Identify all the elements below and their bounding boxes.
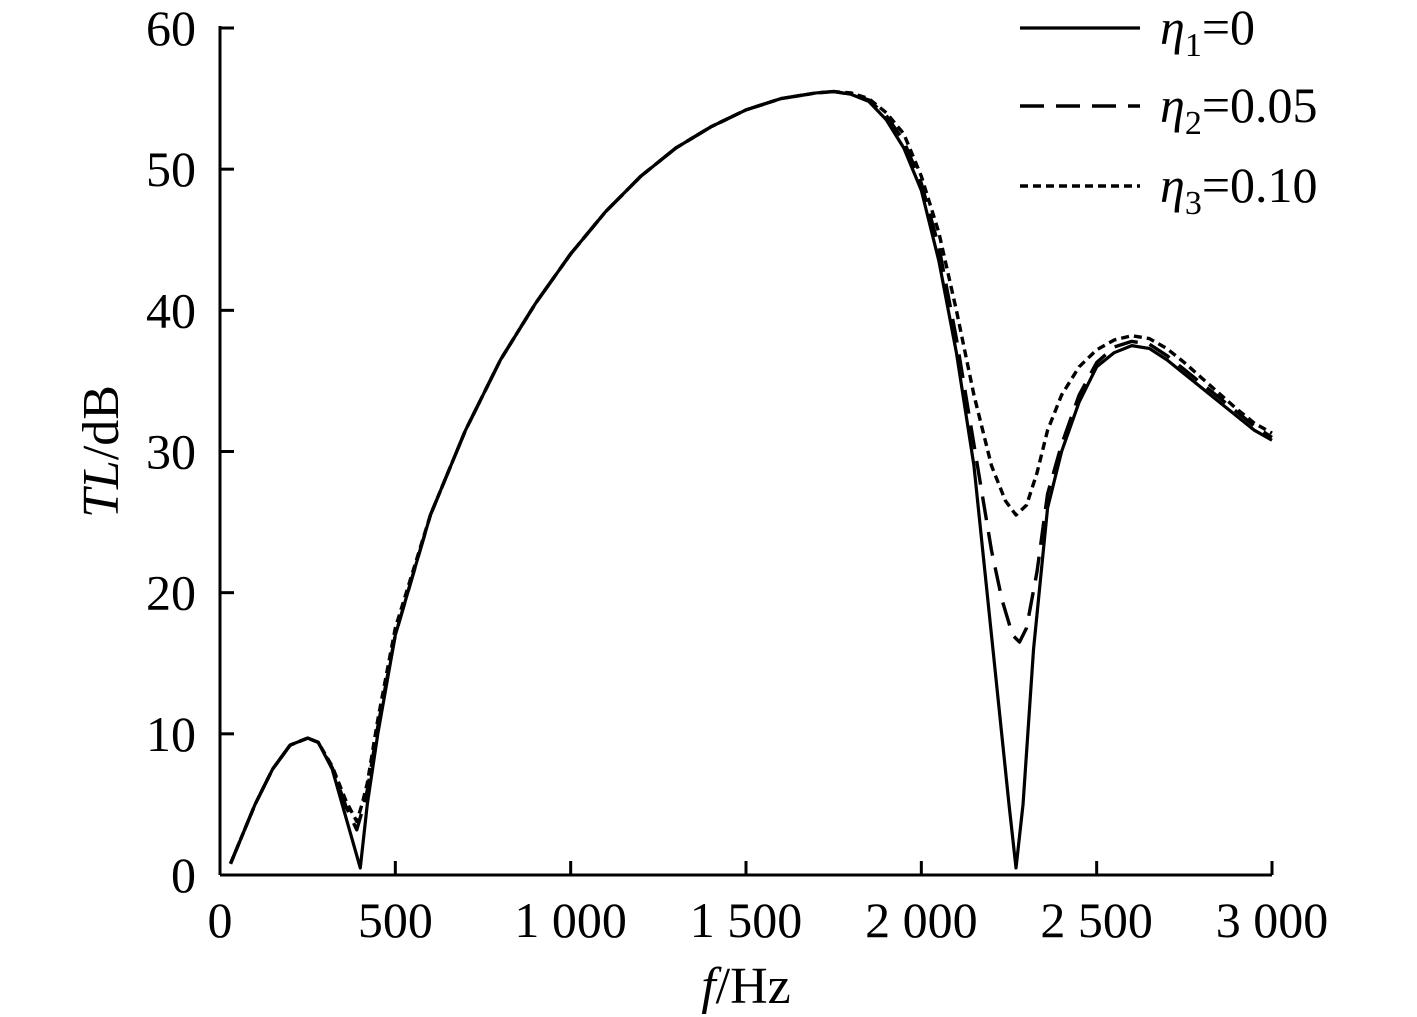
axes: 0 500 1 000 1 500 2 000 2 500 3 000 0 10 20 30 40 5… [146, 0, 1328, 948]
x-tick-label: 500 [358, 892, 433, 948]
x-tick-label: 2 000 [865, 892, 978, 948]
y-tick-label: 30 [146, 424, 196, 480]
legend-symbol: η [1160, 77, 1185, 133]
y-tick-label: 20 [146, 565, 196, 621]
legend-label-3: η3=0.10 [1160, 157, 1318, 222]
plot-area [228, 89, 1273, 870]
legend-value: =0 [1202, 0, 1255, 55]
x-tick-label: 3 000 [1216, 892, 1329, 948]
legend-subscript: 1 [1185, 27, 1202, 64]
x-axis-title: f/Hz [701, 958, 791, 1015]
x-axis-title-unit: /Hz [716, 958, 791, 1015]
legend-subscript: 2 [1185, 105, 1202, 142]
x-tick-label: 2 500 [1040, 892, 1153, 948]
legend-symbol: η [1160, 0, 1185, 55]
x-tick-label: 0 [208, 892, 233, 948]
y-tick-label: 0 [171, 847, 196, 903]
legend-value: =0.05 [1202, 77, 1318, 133]
legend-value: =0.10 [1202, 157, 1318, 213]
legend-label-2: η2=0.05 [1160, 77, 1318, 142]
y-tick-label: 50 [146, 141, 196, 197]
y-tick-label: 10 [146, 706, 196, 762]
legend-label-1: η1=0 [1160, 0, 1255, 64]
series-line-1 [229, 89, 1273, 870]
y-tick-label: 40 [146, 282, 196, 338]
y-axis-title: TL/dB [73, 385, 130, 518]
x-tick-label: 1 500 [690, 892, 803, 948]
x-ticks: 0 500 1 000 1 500 2 000 2 500 3 000 [208, 861, 1329, 948]
y-axis-title-unit: /dB [73, 385, 130, 460]
legend-subscript: 3 [1185, 185, 1202, 222]
x-tick-label: 1 000 [514, 892, 627, 948]
legend-symbol: η [1160, 157, 1185, 213]
y-tick-label: 60 [146, 0, 196, 56]
y-axis-title-italic: TL [73, 460, 130, 518]
series-line-3 [228, 89, 1273, 865]
series-line-2 [228, 89, 1273, 865]
y-ticks: 0 10 20 30 40 50 60 [146, 0, 234, 903]
